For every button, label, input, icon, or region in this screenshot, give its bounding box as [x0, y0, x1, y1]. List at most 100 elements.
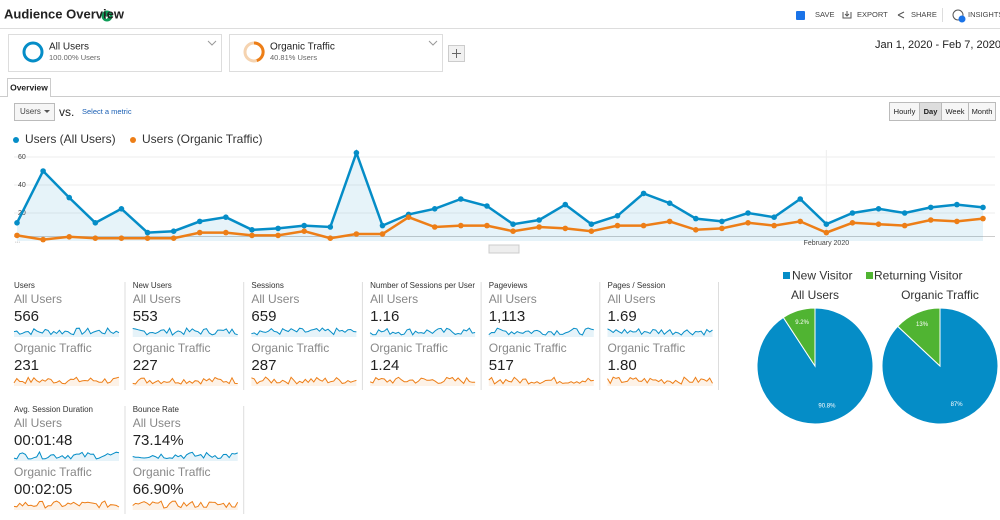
- header-action[interactable]: EXPORT: [857, 10, 888, 19]
- point: [14, 232, 20, 239]
- export-icon[interactable]: [842, 11, 852, 19]
- segment-label: Organic Traffic: [14, 341, 92, 355]
- series-line: [16, 215, 984, 241]
- metric-name: Users: [14, 281, 35, 290]
- interval-label[interactable]: Week: [945, 107, 964, 116]
- header-action[interactable]: INSIGHTS: [968, 10, 1000, 19]
- point: [301, 222, 307, 229]
- series-line: [15, 149, 984, 234]
- header-action[interactable]: SAVE: [815, 10, 834, 19]
- metric-name: Avg. Session Duration: [14, 405, 93, 414]
- metric-select[interactable]: Users: [20, 107, 41, 116]
- legend-label: Returning Visitor: [874, 269, 963, 283]
- point: [275, 232, 281, 239]
- segment-label: All Users: [14, 416, 62, 430]
- point: [693, 215, 699, 222]
- point: [666, 200, 673, 206]
- point: [875, 206, 882, 212]
- point: [379, 231, 386, 237]
- sparkline: [369, 376, 476, 385]
- interval-button[interactable]: [968, 102, 996, 121]
- sparkline: [488, 327, 594, 336]
- interval-label[interactable]: Hourly: [894, 107, 916, 116]
- select-metric[interactable]: Select a metric: [82, 107, 132, 116]
- legend-dot: [13, 137, 19, 143]
- share-icon[interactable]: [897, 11, 905, 19]
- point: [693, 227, 699, 233]
- point: [745, 210, 751, 216]
- segment-card[interactable]: [229, 34, 443, 72]
- sparkline-area: [132, 501, 238, 510]
- sparkline: [488, 376, 594, 385]
- metric-name: Sessions: [251, 281, 283, 290]
- metric-value: 659: [251, 308, 276, 325]
- point: [249, 227, 255, 233]
- pie-value-label: 87%: [951, 402, 964, 408]
- point: [875, 221, 882, 227]
- legend-swatch: [866, 272, 873, 279]
- interval-label[interactable]: Month: [972, 107, 993, 116]
- sparkline-area: [14, 328, 119, 337]
- pie-value-label: 13%: [916, 322, 929, 328]
- metric-name: Number of Sessions per User: [370, 281, 475, 290]
- point: [405, 214, 412, 220]
- segment-label: All Users: [133, 416, 181, 430]
- metric-name: New Users: [133, 281, 172, 290]
- point: [510, 221, 516, 227]
- sparkline-area: [251, 328, 357, 337]
- point: [771, 214, 777, 220]
- point: [745, 220, 751, 226]
- point: [249, 232, 255, 239]
- header-action[interactable]: SHARE: [911, 10, 937, 19]
- segment-label: Organic Traffic: [370, 341, 448, 355]
- pie-value-label: 9.2%: [795, 320, 809, 326]
- metric-dropdown[interactable]: [14, 103, 55, 121]
- sparkline: [251, 376, 357, 385]
- point: [849, 220, 856, 226]
- metric-name: Pages / Session: [608, 281, 666, 290]
- metric-value: 00:01:48: [14, 432, 72, 449]
- tab-label[interactable]: Overview: [10, 82, 48, 92]
- point: [223, 214, 229, 220]
- segment-icon-arc: [253, 41, 265, 63]
- insights-icon[interactable]: [952, 9, 964, 21]
- sparkline: [251, 327, 357, 336]
- point: [40, 236, 46, 243]
- segment-icon: [22, 41, 44, 63]
- segment-label: All Users: [14, 292, 62, 306]
- metric-name: Pageviews: [489, 281, 528, 290]
- save-icon[interactable]: [796, 11, 805, 20]
- sparkline: [132, 500, 239, 509]
- legend-label: New Visitor: [792, 269, 852, 283]
- point: [353, 231, 360, 237]
- segment-label: All Users: [489, 292, 537, 306]
- vs-label: vs.: [59, 105, 74, 119]
- segment-card[interactable]: [8, 34, 222, 72]
- point: [196, 218, 203, 225]
- point: [588, 228, 595, 234]
- metric-value: 1.24: [370, 357, 399, 374]
- y-tick-label: 40: [18, 182, 26, 189]
- point: [614, 213, 621, 219]
- date-range[interactable]: Jan 1, 2020 - Feb 7, 2020: [875, 39, 1000, 51]
- chart-handle[interactable]: [488, 244, 520, 254]
- interval-label[interactable]: Day: [924, 107, 939, 116]
- sparkline: [13, 450, 120, 460]
- point: [927, 204, 934, 211]
- point: [144, 235, 151, 241]
- point: [353, 150, 360, 156]
- segment-label: Organic Traffic: [14, 465, 92, 479]
- legend-dot: [130, 137, 136, 143]
- point: [562, 201, 569, 208]
- point: [118, 235, 125, 241]
- point: [823, 221, 830, 227]
- point: [40, 168, 46, 174]
- segment-name: All Users: [49, 42, 89, 53]
- segment-detail: 40.81% Users: [270, 53, 317, 62]
- sparkline: [132, 327, 238, 336]
- pie-value-label: 90.8%: [818, 404, 836, 410]
- point: [484, 203, 490, 209]
- sparkline-area: [370, 328, 476, 337]
- sparkline: [132, 376, 238, 385]
